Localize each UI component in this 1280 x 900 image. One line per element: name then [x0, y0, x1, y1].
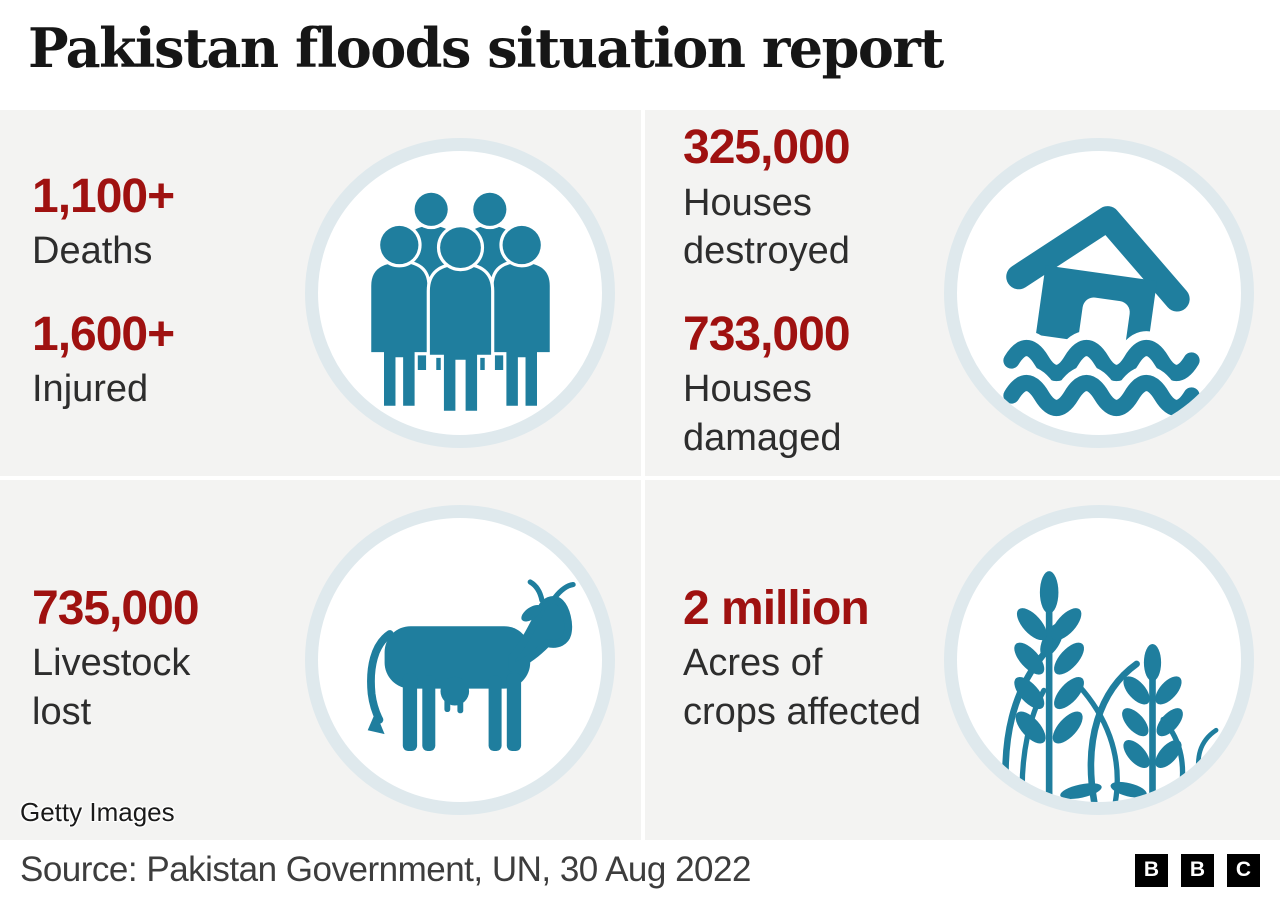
- people-group-icon: [367, 189, 553, 414]
- stat-deaths-label: Deaths: [32, 230, 153, 273]
- wheat-crops-icon: [1001, 570, 1218, 802]
- flooded-house-icon-circle: [944, 138, 1254, 448]
- wheat-crops-icon-circle: [944, 505, 1254, 815]
- stat-injured-value: 1,600+: [32, 308, 175, 361]
- image-credit: Getty Images: [20, 797, 175, 827]
- stat-injured: 1,600+ Injured: [32, 308, 175, 414]
- panel-casualties: 1,100+ Deaths 1,600+ Injured: [0, 110, 641, 476]
- cow-icon: [367, 579, 576, 751]
- stat-houses-damaged-value: 733,000: [683, 308, 851, 361]
- stat-livestock-lost-value: 735,000: [32, 581, 200, 635]
- stat-livestock-lost: 735,000 Livestock lost: [32, 581, 200, 737]
- footer: Source: Pakistan Government, UN, 30 Aug …: [0, 840, 1280, 900]
- crops-stats: 2 million Acres of crops affected: [683, 581, 922, 737]
- stat-deaths-value: 1,100+: [32, 169, 175, 223]
- stat-deaths: 1,100+ Deaths: [32, 169, 175, 276]
- panel-crops: 2 million Acres of crops affected: [645, 480, 1280, 840]
- bbc-logo-block-b2: B: [1181, 853, 1214, 887]
- livestock-stats: 735,000 Livestock lost: [32, 581, 200, 737]
- stat-houses-destroyed-value: 325,000: [683, 121, 851, 175]
- bbc-logo-block-b1: B: [1135, 853, 1168, 887]
- title-bar: Pakistan floods situation report: [0, 0, 1280, 110]
- stat-houses-destroyed: 325,000 Houses destroyed: [683, 121, 851, 276]
- cow-icon-circle: [305, 505, 615, 815]
- stat-crops-affected-label: Acres of crops affected: [683, 642, 922, 733]
- stat-houses-destroyed-label: Houses destroyed: [683, 181, 850, 273]
- page-title: Pakistan floods situation report: [28, 16, 944, 80]
- stat-houses-damaged: 733,000 Houses damaged: [683, 308, 851, 463]
- bbc-logo-block-c: C: [1227, 853, 1260, 887]
- casualties-stats: 1,100+ Deaths 1,600+ Injured: [32, 169, 175, 414]
- stat-livestock-lost-label: Livestock lost: [32, 642, 191, 733]
- stat-crops-affected: 2 million Acres of crops affected: [683, 581, 922, 737]
- stat-injured-label: Injured: [32, 368, 149, 411]
- stat-houses-damaged-label: Houses damaged: [683, 368, 842, 460]
- stat-crops-affected-value: 2 million: [683, 581, 870, 635]
- flooded-house-icon: [994, 206, 1209, 418]
- stat-grid: 1,100+ Deaths 1,600+ Injured: [0, 110, 1280, 840]
- panel-livestock: 735,000 Livestock lost: [0, 480, 641, 840]
- people-group-icon-circle: [305, 138, 615, 448]
- source-text: Source: Pakistan Government, UN, 30 Aug …: [20, 850, 751, 889]
- bbc-logo: B B C: [1135, 853, 1260, 887]
- panel-housing: 325,000 Houses destroyed 733,000 Houses …: [645, 110, 1280, 476]
- housing-stats: 325,000 Houses destroyed 733,000 Houses …: [683, 121, 851, 463]
